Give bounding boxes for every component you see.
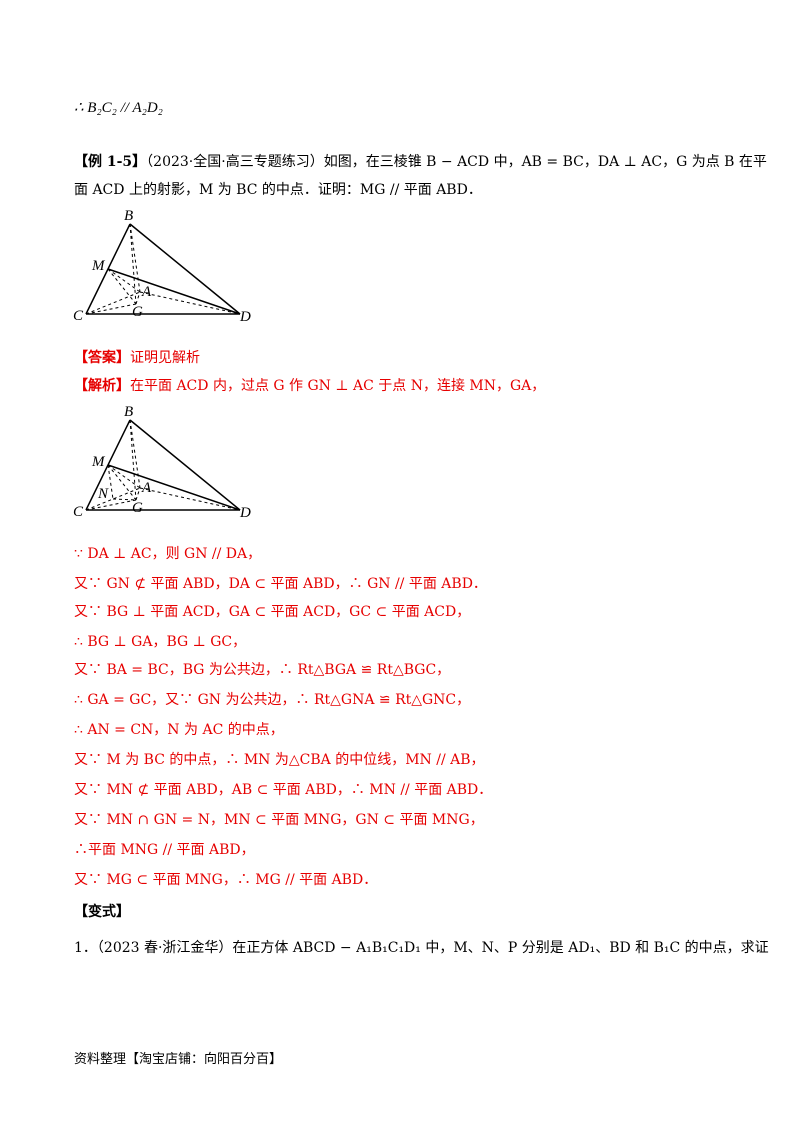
example-text-1: 如图，在三棱锥 B − ACD 中，AB = BC，DA ⊥ AC，G 为点 B…: [323, 154, 767, 170]
fig2-label-N: N: [97, 486, 109, 502]
fig1-label-B: B: [124, 208, 133, 224]
fig1-label-M: M: [91, 258, 106, 274]
proof-line: 又∵ MN ⊄ 平面 ABD，AB ⊂ 平面 ABD，∴ MN // 平面 AB…: [74, 782, 493, 798]
fig2-label-D: D: [239, 505, 251, 517]
analysis-text: 在平面 ACD 内，过点 G 作 GN ⊥ AC 于点 N，连接 MN，GA，: [130, 378, 546, 394]
fig2-label-M: M: [91, 454, 106, 470]
proof-line: 又∵ GN ⊄ 平面 ABD，DA ⊂ 平面 ABD，∴ GN // 平面 AB…: [74, 576, 487, 592]
proof-line: ∴ BG ⊥ GA，BG ⊥ GC，: [74, 634, 247, 650]
proof-line: 又∵ MN ∩ GN = N，MN ⊂ 平面 MNG，GN ⊂ 平面 MNG，: [74, 812, 484, 828]
fig1-label-D: D: [239, 309, 251, 321]
fig2-label-A: A: [141, 480, 152, 496]
proof-line: 又∵ BG ⊥ 平面 ACD，GA ⊂ 平面 ACD，GC ⊂ 平面 ACD，: [74, 604, 471, 620]
fig1-label-A: A: [141, 284, 152, 300]
answer-line: 【答案】证明见解析: [74, 348, 200, 368]
proof-line: 又∵ BA = BC，BG 为公共边，∴ Rt△BGA ≌ Rt△BGC，: [74, 662, 451, 678]
example-source: （2023·全国·高三专题练习）: [146, 154, 324, 170]
fig1-label-G: G: [132, 304, 143, 320]
proof-line: 又∵ MG ⊂ 平面 MNG，∴ MG // 平面 ABD．: [74, 872, 378, 888]
fig1-label-C: C: [73, 308, 84, 321]
proof-line: 又∵ M 为 BC 的中点，∴ MN 为△CBA 的中位线，MN // AB，: [74, 752, 485, 768]
analysis-line: 【解析】在平面 ACD 内，过点 G 作 GN ⊥ AC 于点 N，连接 MN，…: [74, 376, 545, 396]
fig2-label-G: G: [132, 500, 143, 516]
answer-text: 证明见解析: [130, 350, 200, 366]
tetrahedron-figure-1: B M A G C D: [73, 208, 251, 321]
analysis-tag: 【解析】: [74, 378, 130, 394]
answer-tag: 【答案】: [74, 350, 130, 366]
tetrahedron-figure-2: B M N A G C D: [73, 404, 251, 517]
proof-line: ∴平面 MNG // 平面 ABD，: [74, 842, 255, 858]
example-tag: 【例 1-5】: [74, 154, 147, 170]
proof-line: ∴ GA = GC，又∵ GN 为公共边，∴ Rt△GNA ≌ Rt△GNC，: [74, 692, 471, 708]
footer-source: 资料整理【淘宝店铺：向阳百分百】: [74, 1052, 283, 1067]
proof-line: ∴ AN = CN，N 为 AC 的中点，: [74, 722, 284, 738]
example-text-line-2: 面 ACD 上的射影，M 为 BC 的中点．证明：MG // 平面 ABD．: [74, 182, 482, 198]
top-conclusion: ∴ B₂C₂ // A₂D₂: [74, 100, 163, 116]
proof-line: ∵ DA ⊥ AC，则 GN // DA，: [74, 546, 262, 562]
fig2-label-C: C: [73, 504, 84, 517]
example-heading: 【例 1-5】（2023·全国·高三专题练习）如图，在三棱锥 B − ACD 中…: [74, 152, 767, 172]
question-1: 1．（2023 春·浙江金华）在正方体 ABCD − A₁B₁C₁D₁ 中，M、…: [74, 940, 769, 956]
fig2-label-B: B: [124, 404, 133, 420]
variant-heading: 【变式】: [74, 904, 130, 920]
